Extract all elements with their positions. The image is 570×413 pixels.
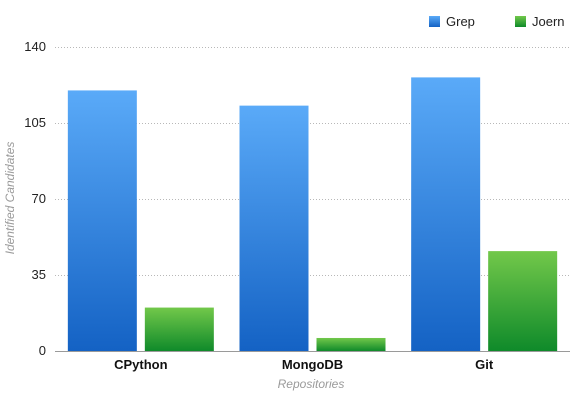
x-category-label: CPython bbox=[114, 357, 168, 372]
y-tick-label: 140 bbox=[24, 39, 46, 54]
bar-joern-mongodb bbox=[316, 337, 386, 351]
bar-joern-cpython bbox=[144, 307, 214, 351]
y-tick-label: 70 bbox=[32, 191, 46, 206]
legend-swatch-joern bbox=[515, 16, 526, 27]
y-tick-label: 35 bbox=[32, 267, 46, 282]
bar-grep-git bbox=[411, 77, 481, 352]
y-tick-label: 0 bbox=[39, 343, 46, 358]
bar-grep-mongodb bbox=[239, 105, 309, 351]
legend-swatch-grep bbox=[429, 16, 440, 27]
x-axis-title: Repositories bbox=[278, 377, 345, 391]
legend-label-grep: Grep bbox=[446, 14, 475, 29]
x-category-labels: CPython MongoDB Git bbox=[114, 357, 494, 372]
y-tick-labels: 0 35 70 105 140 bbox=[24, 39, 46, 358]
legend-label-joern: Joern bbox=[532, 14, 565, 29]
bar-grep-cpython bbox=[67, 90, 137, 351]
legend: Grep Joern bbox=[429, 14, 565, 29]
bar-joern-git bbox=[488, 251, 558, 351]
x-category-label: MongoDB bbox=[282, 357, 343, 372]
y-tick-label: 105 bbox=[24, 115, 46, 130]
y-axis-title: Identified Candidates bbox=[3, 142, 17, 255]
bar-layer bbox=[67, 77, 558, 352]
x-category-label: Git bbox=[475, 357, 494, 372]
grid-layer bbox=[55, 47, 570, 352]
